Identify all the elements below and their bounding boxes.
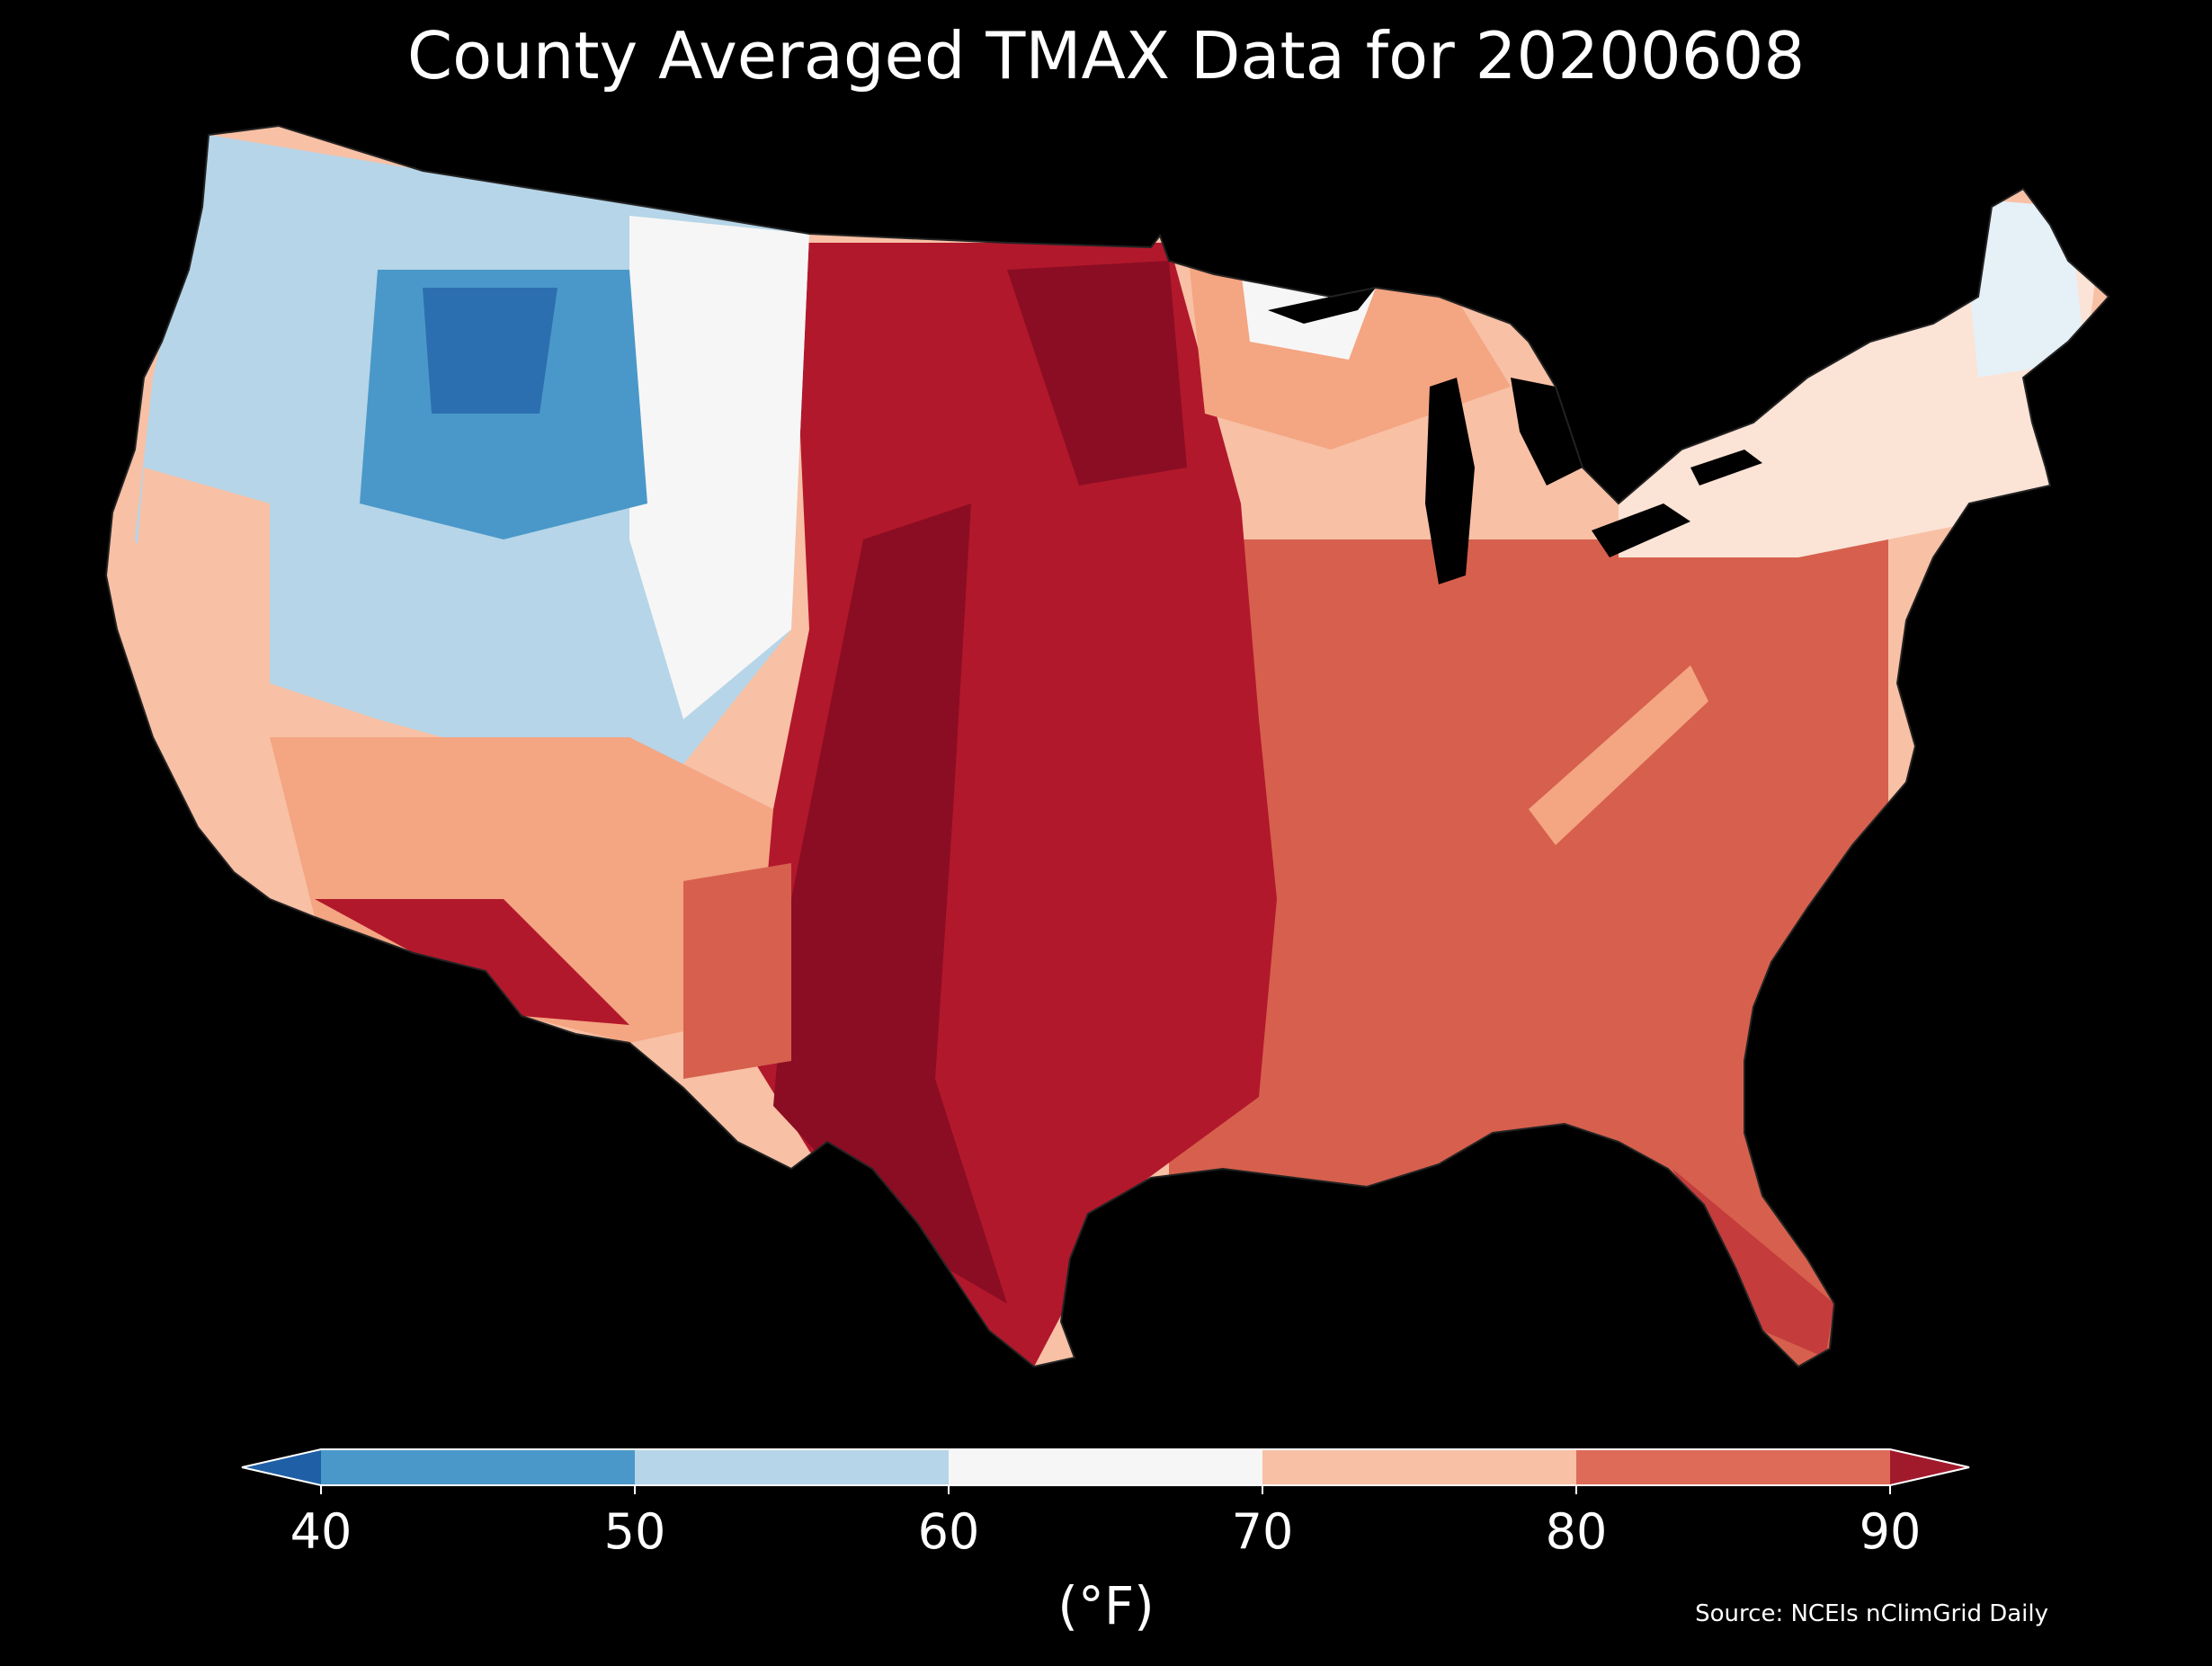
chart-title: County Averaged TMAX Data for 20200608 xyxy=(406,18,1806,94)
colorbar-tick-60: 60 xyxy=(917,1503,980,1560)
colorbar-tick-70: 70 xyxy=(1231,1503,1294,1560)
source-credit: Source: NCEIs nClimGrid Daily xyxy=(1695,1600,2048,1627)
colorbar-tick-50: 50 xyxy=(603,1503,666,1560)
colorbar-tick-90: 90 xyxy=(1859,1503,1922,1560)
colorbar-units-label: (°F) xyxy=(1057,1575,1155,1636)
us-county-tmax-map xyxy=(104,124,2110,1368)
colorbar-tick-40: 40 xyxy=(290,1503,352,1560)
colorbar-tick-80: 80 xyxy=(1545,1503,1608,1560)
